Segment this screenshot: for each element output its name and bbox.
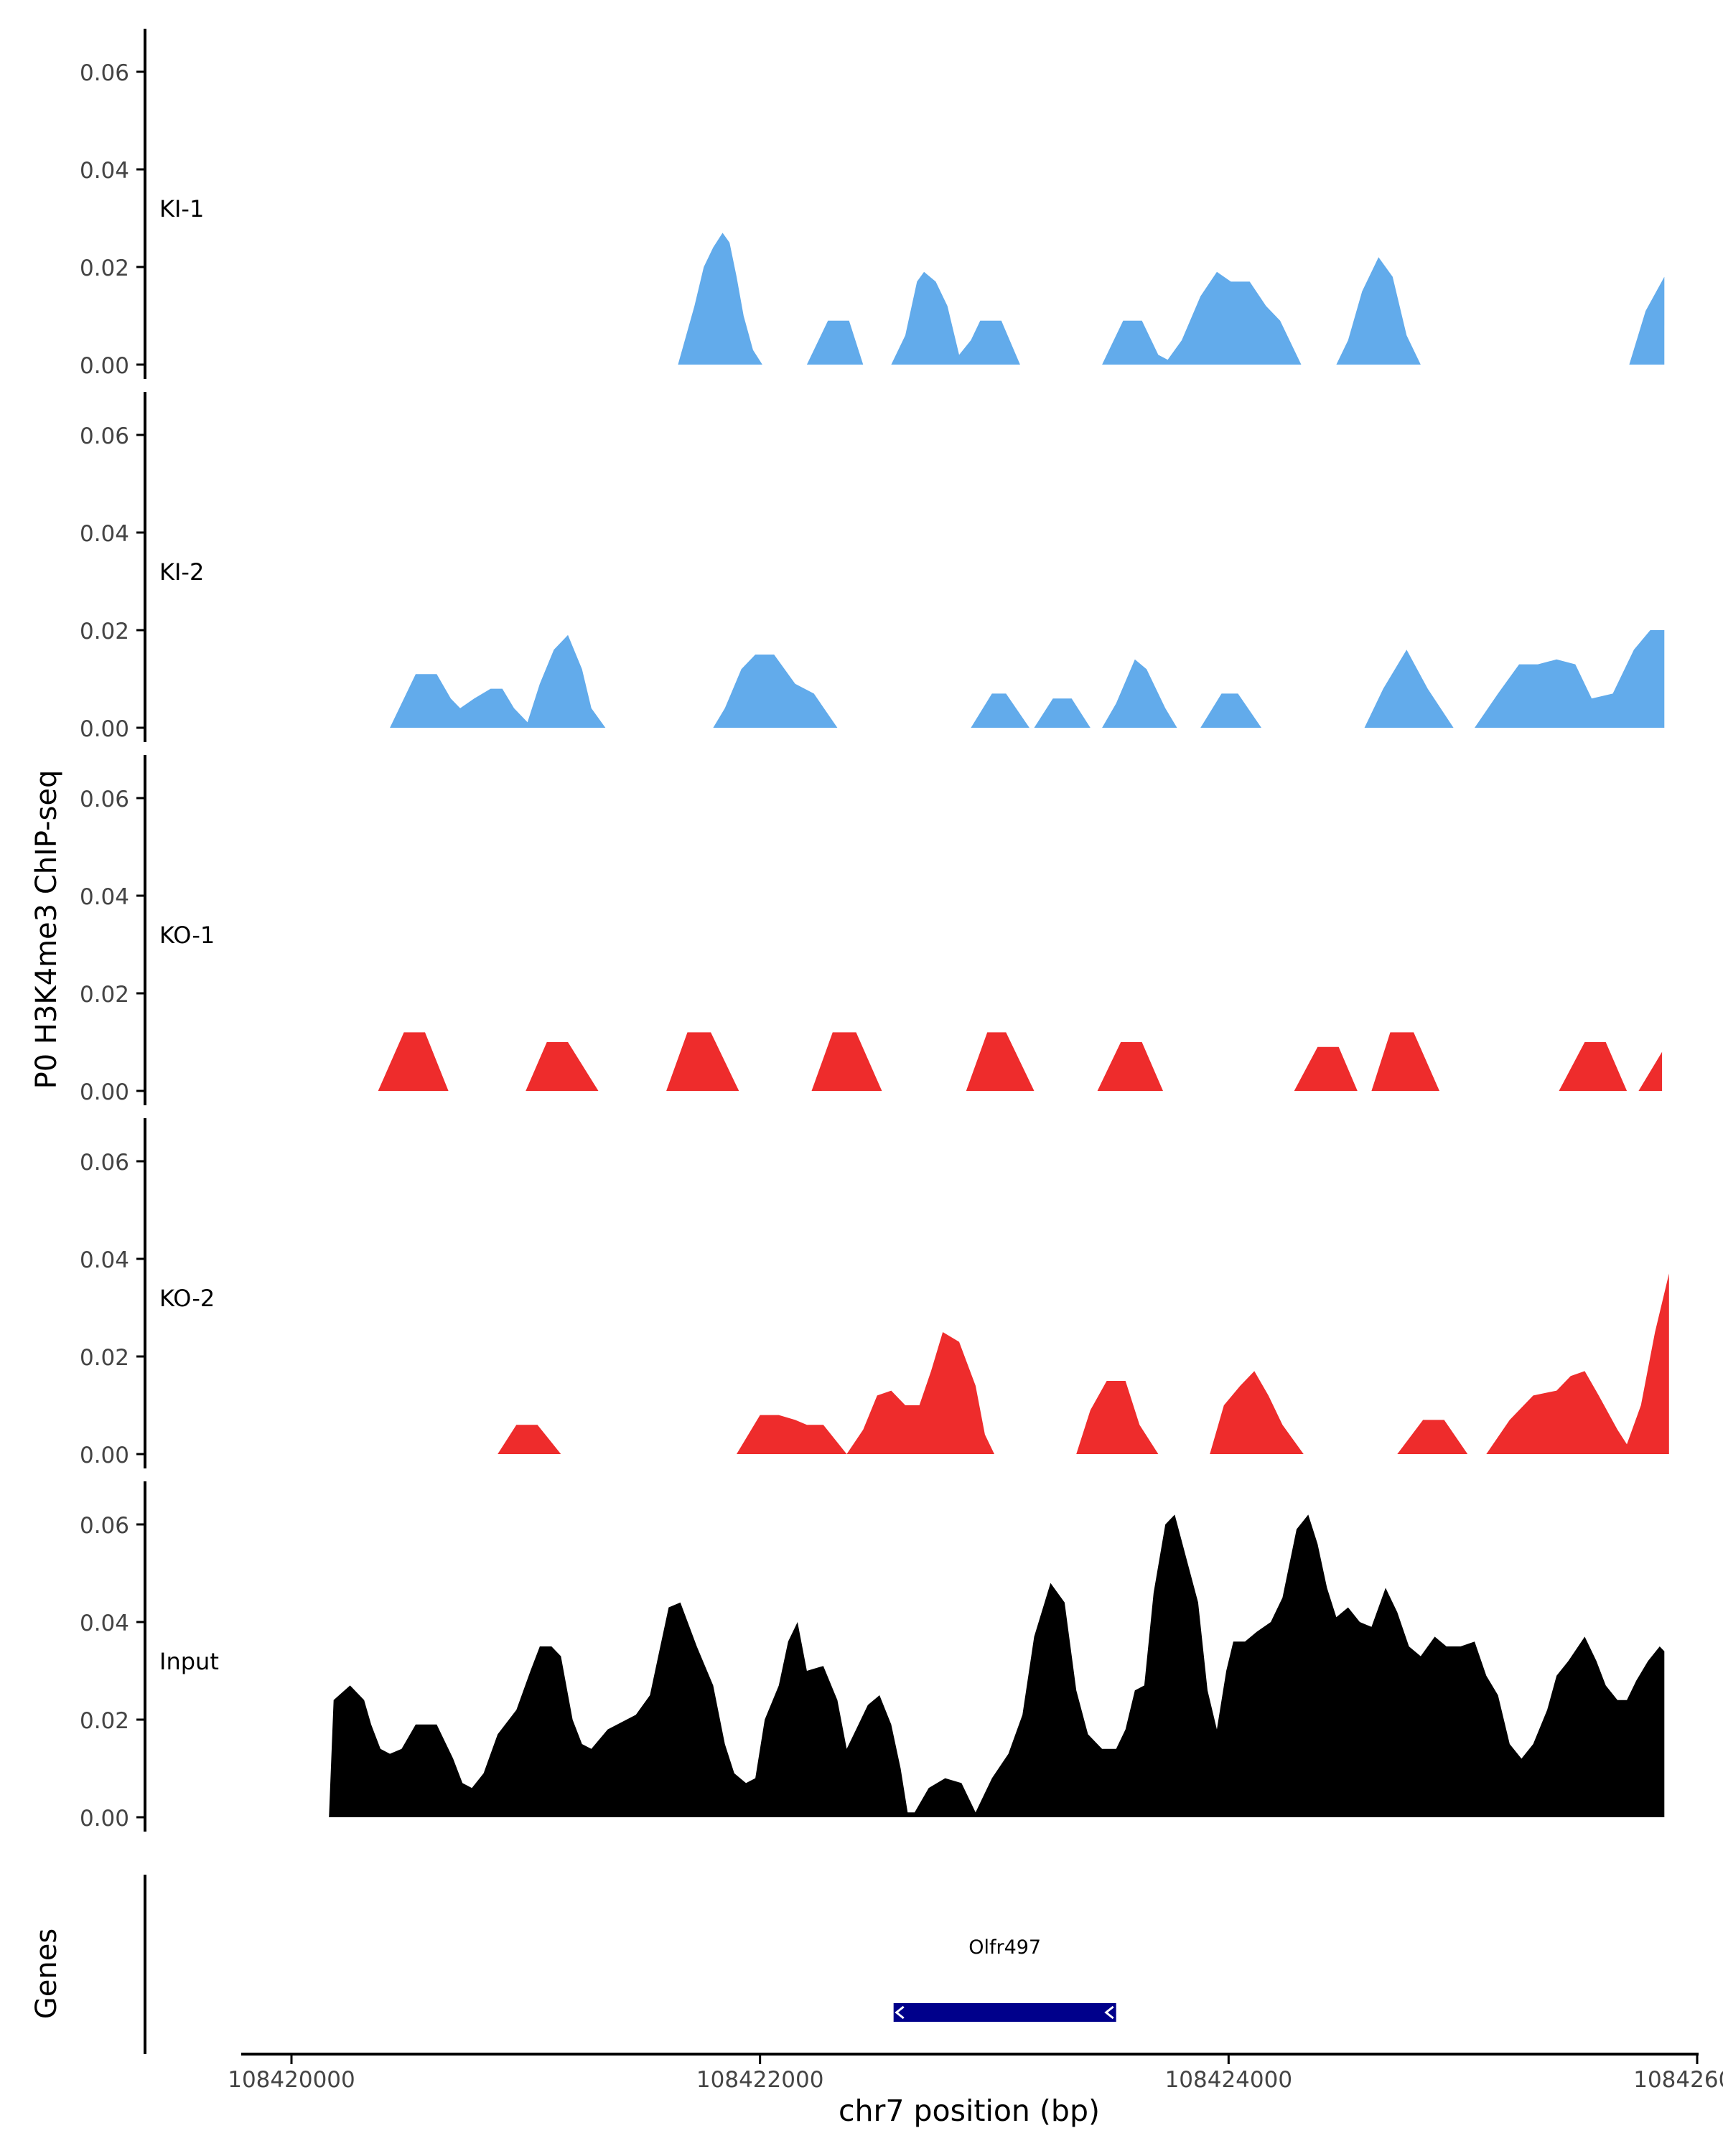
coverage-peak — [1102, 271, 1302, 365]
track-label: Input — [159, 1648, 219, 1675]
y-tick-label: 0.00 — [80, 1079, 129, 1105]
coverage-peak — [1371, 1032, 1439, 1091]
y-tick-label: 0.00 — [80, 1443, 129, 1468]
x-tick-label: 108424000 — [1165, 2067, 1293, 2093]
coverage-peak — [678, 233, 762, 365]
coverage-peak — [526, 634, 606, 728]
y-tick-label: 0.00 — [80, 353, 129, 379]
coverage-peak — [1210, 1371, 1304, 1454]
coverage-peak — [1200, 693, 1261, 728]
y-tick-label: 0.02 — [80, 1708, 129, 1734]
track-ki-2: 0.00 0.02 0.04 0.06 KI-2 — [80, 392, 1665, 742]
y-tick-label: 0.04 — [80, 1611, 129, 1636]
x-axis-label: chr7 position (bp) — [839, 2094, 1100, 2128]
x-tick-label: 108420000 — [228, 2067, 355, 2093]
coverage-peak — [891, 271, 1020, 365]
coverage-peak — [737, 1415, 847, 1454]
coverage-peak — [1102, 659, 1177, 728]
x-axis: 108420000 108422000 108424000 108426000 — [228, 2053, 1723, 2093]
coverage-peak — [1638, 1051, 1663, 1091]
coverage-peak — [390, 674, 533, 728]
coverage-peak — [971, 693, 1029, 728]
y-tick-label: 0.00 — [80, 1806, 129, 1832]
coverage-peak — [1559, 1042, 1628, 1091]
coverage-peak — [498, 1425, 561, 1454]
strand-arrow — [895, 2005, 905, 2020]
x-tick-label: 108426000 — [1633, 2067, 1723, 2093]
y-tick-label: 0.06 — [80, 1150, 129, 1176]
y-tick-label: 0.06 — [80, 1513, 129, 1539]
coverage-peak — [1076, 1381, 1159, 1454]
coverage-peak — [1629, 276, 1665, 365]
y-tick-label: 0.04 — [80, 884, 129, 910]
track-label: KO-1 — [159, 922, 215, 949]
genes-panel: Olfr497 — [144, 1875, 1116, 2054]
y-tick-label: 0.02 — [80, 982, 129, 1008]
x-tick-label: 108422000 — [696, 2067, 824, 2093]
coverage-peak — [1336, 257, 1421, 365]
y-tick-label: 0.00 — [80, 716, 129, 742]
track-label: KO-2 — [159, 1285, 215, 1312]
coverage-peak — [966, 1032, 1035, 1091]
track-ko-2: 0.00 0.02 0.04 0.06 KO-2 — [80, 1118, 1669, 1468]
y-tick-label: 0.02 — [80, 1345, 129, 1371]
gene-name-label: Olfr497 — [968, 1936, 1041, 1959]
y-tick-label: 0.04 — [80, 1247, 129, 1273]
coverage-peak — [526, 1042, 599, 1091]
track-label: KI-2 — [159, 558, 204, 586]
y-tick-label: 0.02 — [80, 619, 129, 645]
coverage-peak — [1364, 650, 1454, 728]
y-axis-label: P0 H3K4me3 ChIP-seq — [30, 770, 63, 1089]
coverage-peak — [1475, 630, 1665, 728]
track-input: 0.00 0.02 0.04 0.06 Input — [80, 1481, 1665, 1832]
y-tick-label: 0.06 — [80, 423, 129, 449]
track-ko-1: 0.00 0.02 0.04 0.06 KO-1 — [80, 755, 1663, 1105]
y-tick-label: 0.02 — [80, 256, 129, 281]
coverage-peak — [846, 1332, 994, 1454]
coverage-peak — [1294, 1046, 1358, 1091]
strand-arrow — [1104, 2005, 1114, 2020]
coverage-peak — [1397, 1420, 1468, 1454]
coverage-peak — [378, 1032, 449, 1091]
coverage-peak — [1097, 1042, 1163, 1091]
genes-axis-label: Genes — [30, 1928, 63, 2019]
coverage-peak — [811, 1032, 882, 1091]
coverage-peak — [1034, 698, 1091, 728]
coverage-peak — [806, 320, 864, 365]
coverage-peak — [666, 1032, 739, 1091]
tracks-layer: 0.00 0.02 0.04 0.06 KI-1 0.00 0.02 0.04 0.06 KI-2… — [80, 29, 1669, 1832]
y-tick-label: 0.06 — [80, 60, 129, 86]
y-tick-label: 0.04 — [80, 158, 129, 184]
coverage-peak — [1486, 1273, 1669, 1454]
coverage-peak — [713, 655, 838, 728]
y-tick-label: 0.06 — [80, 787, 129, 812]
coverage-peak — [329, 1514, 1665, 1817]
track-ki-1: 0.00 0.02 0.04 0.06 KI-1 — [80, 29, 1665, 379]
gene-body — [893, 2003, 1116, 2022]
y-tick-label: 0.04 — [80, 521, 129, 547]
track-label: KI-1 — [159, 195, 204, 222]
